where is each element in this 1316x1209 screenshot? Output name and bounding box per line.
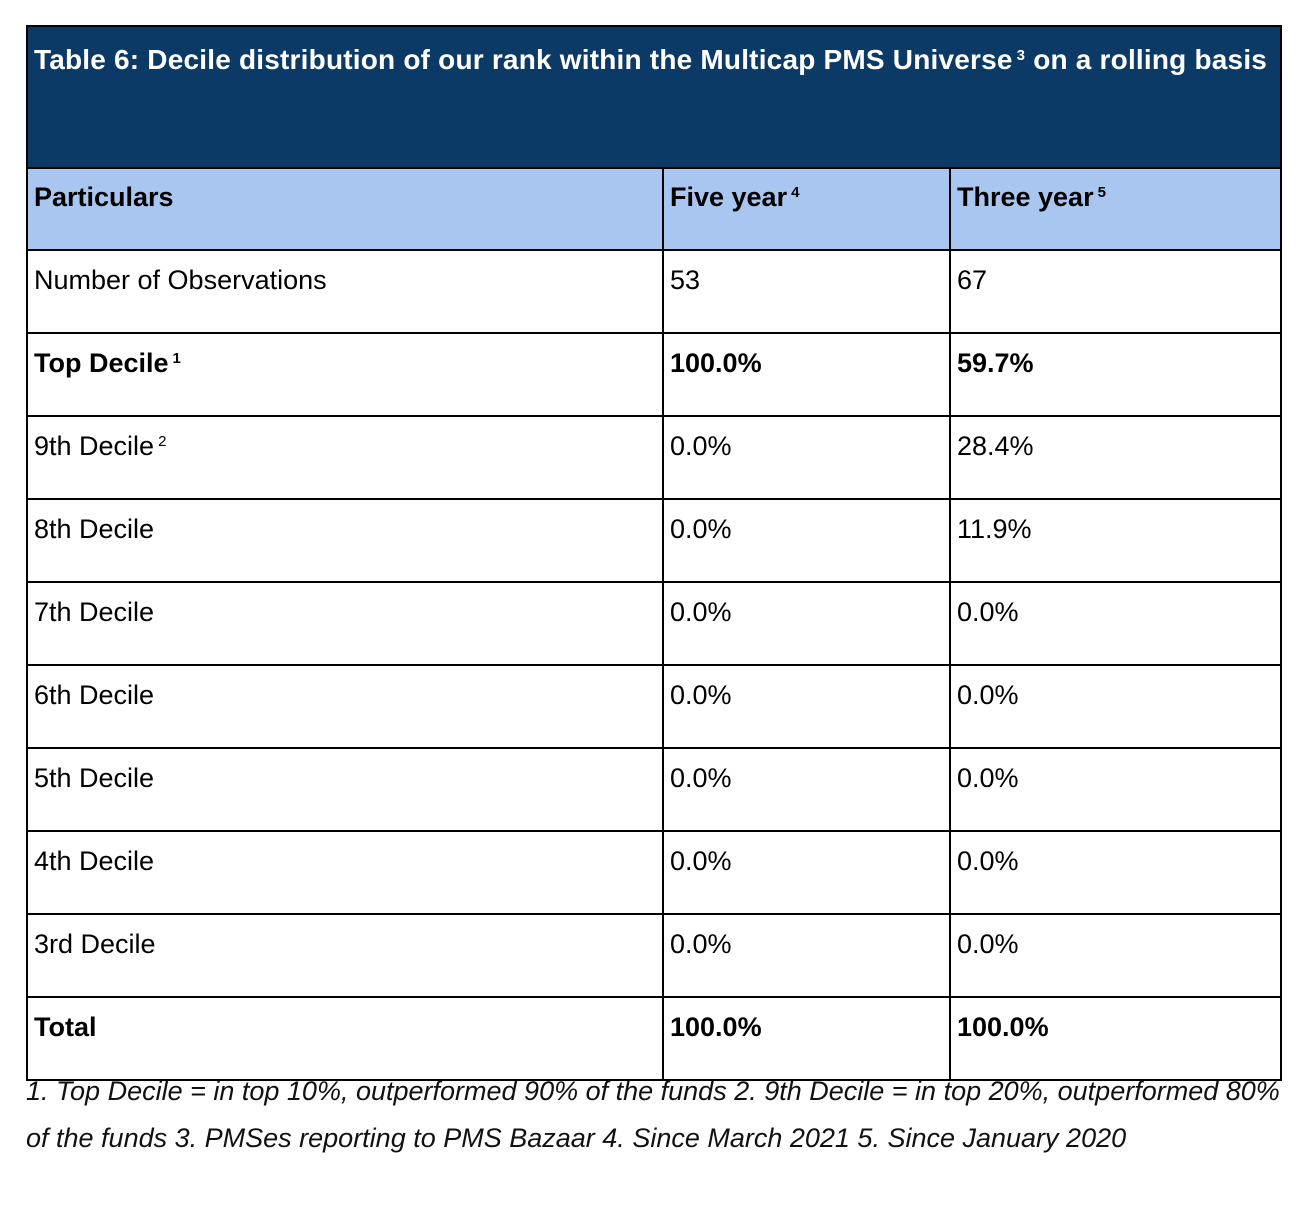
row-label-cell: 8th Decile [26, 498, 664, 583]
table-footnote: 1. Top Decile = in top 10%, outperformed… [26, 1076, 1280, 1153]
row-label-cell: 3rd Decile [26, 913, 664, 998]
row-label: 8th Decile [34, 514, 155, 544]
three-year-value: 59.7% [948, 332, 1283, 417]
five-year-value: 0.0% [662, 581, 951, 666]
row-label-superscript: 1 [172, 350, 181, 367]
table-row: 3rd Decile 0.0% 0.0% [26, 913, 1283, 998]
row-label: 7th Decile [34, 597, 155, 627]
five-year-value: 100.0% [662, 996, 951, 1081]
three-year-value: 0.0% [948, 830, 1283, 915]
column-superscript: 5 [1097, 184, 1106, 201]
table-row: Total 100.0% 100.0% [26, 996, 1283, 1081]
row-label: 6th Decile [34, 680, 155, 710]
three-year-value: 0.0% [948, 747, 1283, 832]
row-label: Top Decile [34, 348, 169, 378]
row-label-cell: 5th Decile [26, 747, 664, 832]
five-year-value: 100.0% [662, 332, 951, 417]
table-title-superscript: 3 [1016, 47, 1026, 64]
row-label-superscript: 2 [158, 433, 167, 450]
three-year-value: 0.0% [948, 664, 1283, 749]
row-label-cell: Top Decile 1 [26, 332, 664, 417]
table-row: 9th Decile 2 0.0% 28.4% [26, 415, 1283, 500]
row-label-cell: 9th Decile 2 [26, 415, 664, 500]
table-title-text: Table 6: Decile distribution of our rank… [34, 44, 1013, 75]
row-label: 4th Decile [34, 846, 155, 876]
five-year-value: 0.0% [662, 747, 951, 832]
five-year-value: 0.0% [662, 498, 951, 583]
five-year-value: 0.0% [662, 664, 951, 749]
three-year-value: 67 [948, 249, 1283, 334]
three-year-value: 28.4% [948, 415, 1283, 500]
table-header-row: Particulars Five year 4 Three year 5 [26, 167, 1283, 251]
table-row: Number of Observations 53 67 [26, 249, 1283, 334]
row-label: Number of Observations [34, 265, 327, 295]
row-label-cell: 7th Decile [26, 581, 664, 666]
row-label: Total [34, 1012, 97, 1042]
column-superscript: 4 [791, 184, 800, 201]
five-year-value: 0.0% [662, 830, 951, 915]
table-row: 5th Decile 0.0% 0.0% [26, 747, 1283, 832]
five-year-value: 0.0% [662, 415, 951, 500]
column-header-five-year: Five year 4 [662, 167, 951, 251]
table-row: Top Decile 1 100.0% 59.7% [26, 332, 1283, 417]
five-year-value: 53 [662, 249, 951, 334]
column-header-three-year: Three year 5 [948, 167, 1283, 251]
row-label: 9th Decile [34, 431, 155, 461]
table-body: Number of Observations 53 67 Top Decile 1 100… [26, 249, 1283, 1081]
table-row: 7th Decile 0.0% 0.0% [26, 581, 1283, 666]
row-label-cell: 4th Decile [26, 830, 664, 915]
five-year-value: 0.0% [662, 913, 951, 998]
row-label-cell: Total [26, 996, 664, 1081]
row-label-cell: Number of Observations [26, 249, 664, 334]
three-year-value: 100.0% [948, 996, 1283, 1081]
row-label-cell: 6th Decile [26, 664, 664, 749]
table-title-end: on a rolling basis [1033, 44, 1268, 75]
table-row: 8th Decile 0.0% 11.9% [26, 498, 1283, 583]
three-year-value: 11.9% [948, 498, 1283, 583]
column-header-particulars: Particulars [26, 167, 664, 251]
table-title: Table 6: Decile distribution of our rank… [25, 25, 1283, 169]
three-year-value: 0.0% [948, 581, 1283, 666]
table-row: 6th Decile 0.0% 0.0% [26, 664, 1283, 749]
decile-distribution-table: Table 6: Decile distribution of our rank… [25, 25, 1283, 1081]
table-title-row: Table 6: Decile distribution of our rank… [25, 25, 1283, 169]
table-row: 4th Decile 0.0% 0.0% [26, 830, 1283, 915]
row-label: 5th Decile [34, 763, 155, 793]
three-year-value: 0.0% [948, 913, 1283, 998]
row-label: 3rd Decile [34, 929, 156, 959]
